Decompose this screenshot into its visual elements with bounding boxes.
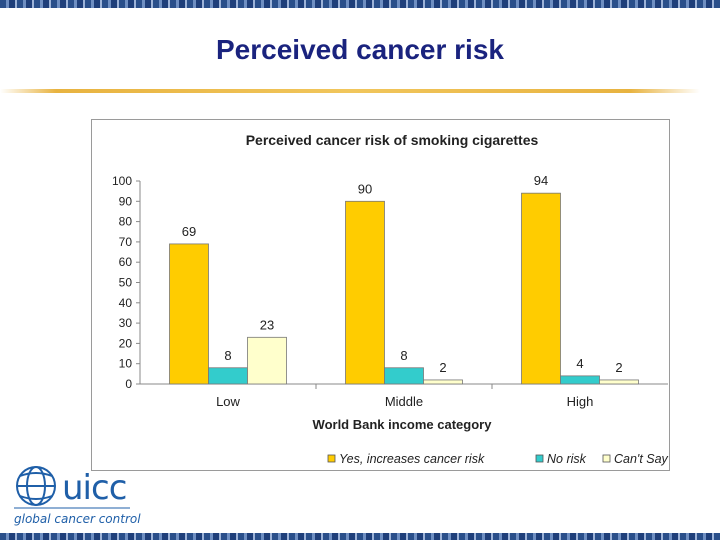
x-tick-label: Middle [385,394,423,409]
chart-frame: Perceived cancer risk of smoking cigaret… [91,119,670,471]
x-axis-label: World Bank income category [313,417,493,432]
bottom-decorative-stripe [0,533,720,540]
legend-swatch [535,454,544,463]
top-decorative-stripe [0,0,720,8]
slide-title: Perceived cancer risk [216,34,504,65]
legend-label: Can't Say [614,452,669,466]
data-label: 2 [615,360,622,375]
logo-wordmark: uicc [62,468,127,508]
y-tick-label: 40 [119,296,133,310]
y-tick-label: 90 [119,194,133,208]
x-tick-label: High [567,394,594,409]
y-tick-label: 10 [119,357,133,371]
data-label: 90 [358,181,372,196]
legend-label: No risk [547,452,587,466]
y-tick-label: 60 [119,255,133,269]
data-label: 23 [260,317,274,332]
bar [423,379,463,385]
logo-tagline: global cancer control [14,512,141,526]
legend-swatch [602,454,611,463]
y-tick-label: 0 [125,377,132,391]
bar [345,200,385,385]
bar [384,367,424,385]
y-tick-label: 70 [119,235,133,249]
data-label: 94 [534,173,548,188]
data-label: 8 [224,348,231,363]
uicc-globe-icon [14,466,130,509]
bar [599,379,639,385]
bar [521,192,561,385]
y-tick-label: 80 [119,215,133,229]
legend-swatch [327,454,336,463]
x-tick-label: Low [216,394,240,409]
bar [247,336,287,385]
y-tick-label: 50 [119,276,133,290]
data-label: 69 [182,224,196,239]
chart-title: Perceived cancer risk of smoking cigaret… [246,132,539,148]
bar [169,243,209,385]
legend-label: Yes, increases cancer risk [339,452,485,466]
data-label: 8 [400,348,407,363]
bar [560,375,600,385]
y-tick-label: 30 [119,316,133,330]
data-label: 2 [439,360,446,375]
data-label: 4 [576,356,583,371]
bar [208,367,248,385]
y-tick-label: 20 [119,336,133,350]
y-tick-label: 100 [112,174,132,188]
title-underline [0,89,700,93]
bar-chart: Perceived cancer risk of smoking cigaret… [112,132,669,466]
